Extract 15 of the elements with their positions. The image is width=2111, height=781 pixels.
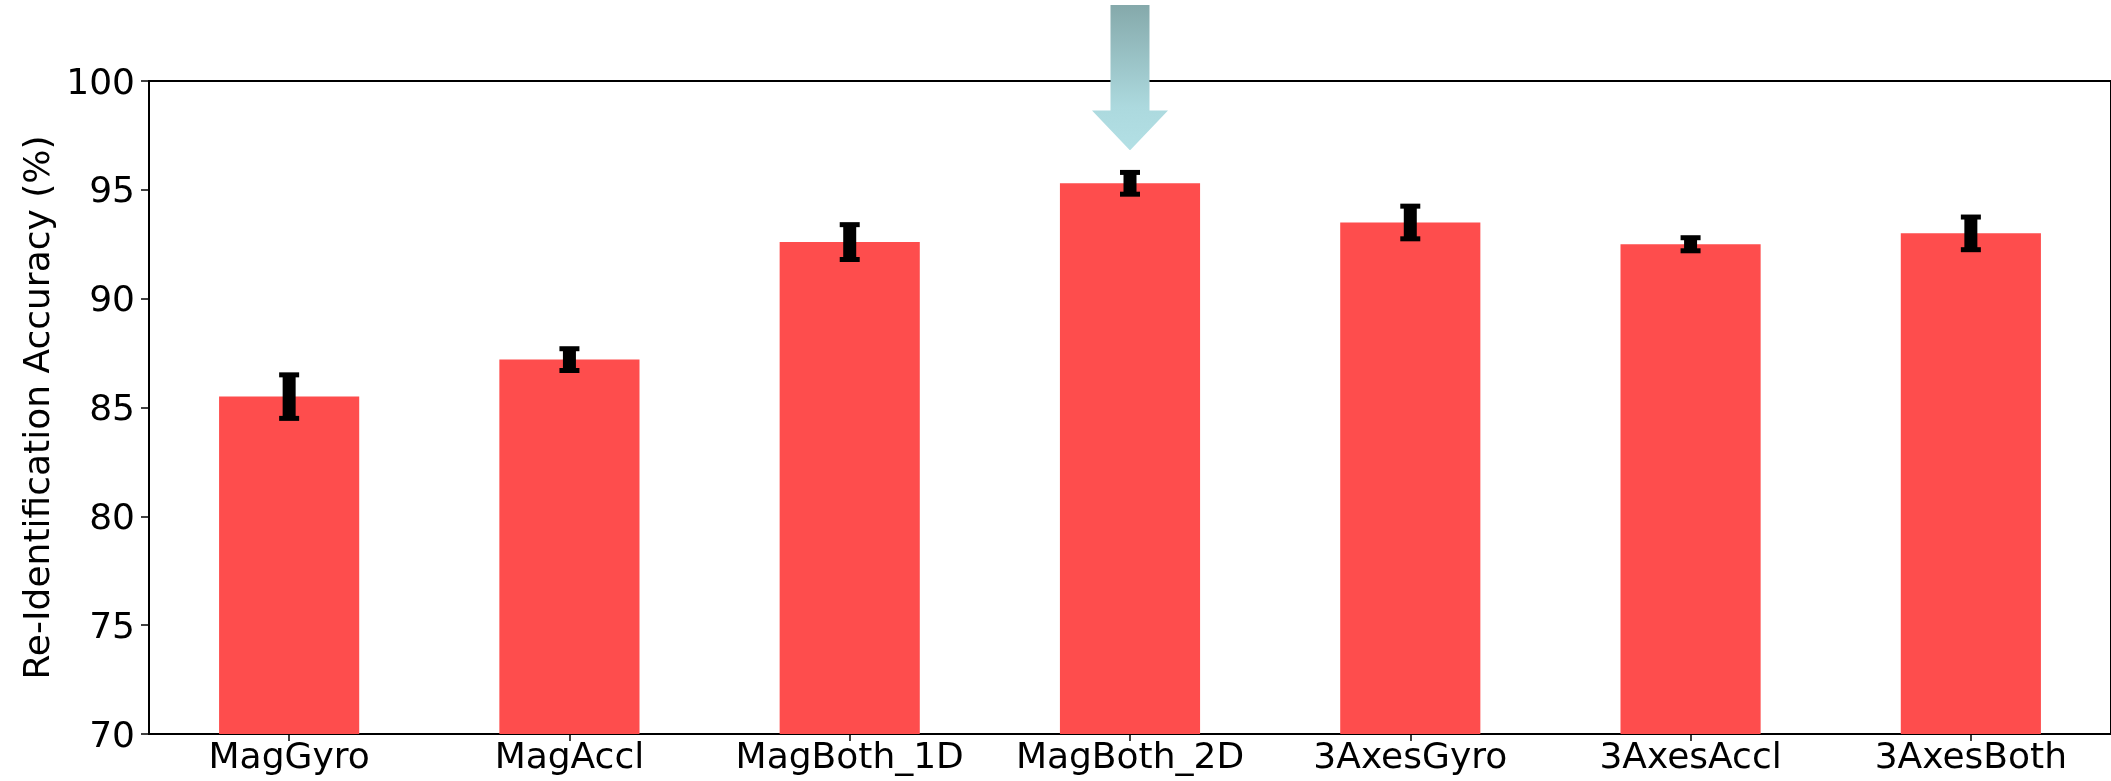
y-tick-label: 70 <box>89 713 135 755</box>
x-tick-label: 3AxesAccl <box>1599 734 1782 776</box>
x-tick-label: MagAccl <box>494 734 645 776</box>
y-tick-label: 95 <box>89 169 135 211</box>
y-tick-label: 90 <box>89 278 135 320</box>
x-tick-label: 3AxesBoth <box>1874 734 2068 776</box>
x-tick-label: MagGyro <box>208 734 370 776</box>
y-tick-label: 85 <box>89 387 135 428</box>
x-tick-label: MagBoth_2D <box>1015 734 1245 776</box>
y-axis-title: Re-Identification Accuracy (%) <box>15 135 57 680</box>
x-tick-label: 3AxesGyro <box>1313 734 1508 776</box>
x-tick-label: MagBoth_1D <box>735 734 964 776</box>
y-tick-label: 100 <box>66 60 135 102</box>
y-tick-label: 75 <box>89 604 135 646</box>
y-tick-label: 80 <box>89 495 135 537</box>
